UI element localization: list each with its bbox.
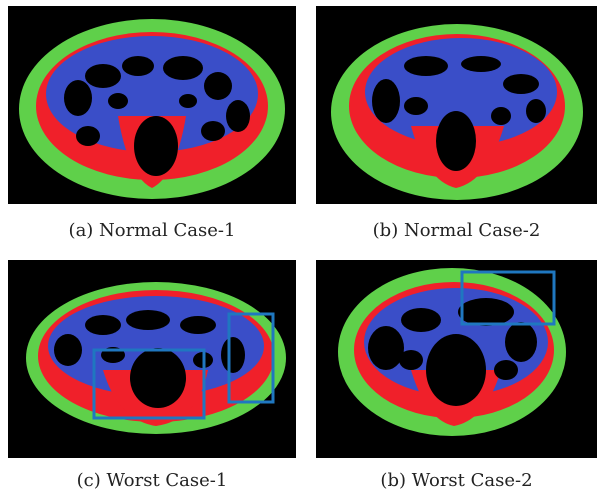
highlight-box (227, 312, 275, 404)
caption-b: (b) Normal Case-2 (372, 220, 541, 241)
highlight-box (92, 348, 206, 420)
panel-d-image (316, 260, 597, 458)
caption-a: (a) Normal Case-1 (68, 220, 236, 241)
caption-c: (c) Worst Case-1 (76, 470, 228, 491)
caption-d: (b) Worst Case-2 (380, 470, 533, 491)
highlight-box (460, 270, 556, 326)
panel-a-image (8, 6, 296, 204)
panel-b-image (316, 6, 597, 204)
panel-c-image (8, 260, 296, 458)
